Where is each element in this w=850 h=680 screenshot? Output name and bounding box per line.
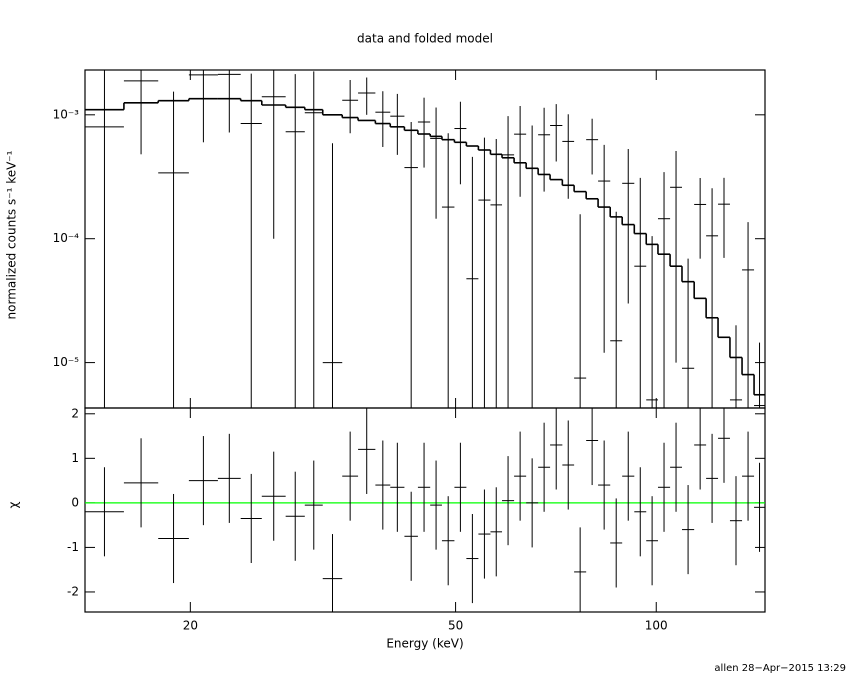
y-tick-label: 10⁻³: [53, 107, 80, 121]
x-axis-label: Energy (keV): [386, 637, 463, 651]
y-axis-label: normalized counts s⁻¹ keV⁻¹: [5, 150, 19, 319]
chi-axis-label: χ: [7, 501, 21, 508]
y-tick-label: 10⁻⁵: [53, 355, 80, 369]
top-frame: [84, 69, 766, 409]
chart-title: data and folded model: [357, 32, 493, 46]
y-tick-label: 0: [71, 495, 79, 509]
y-tick-label: 1: [71, 451, 79, 465]
y-tick-label: -2: [67, 584, 79, 598]
x-tick-label: 100: [645, 619, 668, 633]
y-tick-label: 10⁻⁴: [53, 231, 80, 245]
bottom-frame: [84, 407, 766, 613]
y-tick-label: -1: [67, 540, 79, 554]
x-tick-label: 20: [183, 619, 198, 633]
x-tick-label: 50: [448, 619, 463, 633]
y-tick-label: 2: [71, 406, 79, 420]
footer: allen 28−Apr−2015 13:29: [714, 663, 846, 674]
